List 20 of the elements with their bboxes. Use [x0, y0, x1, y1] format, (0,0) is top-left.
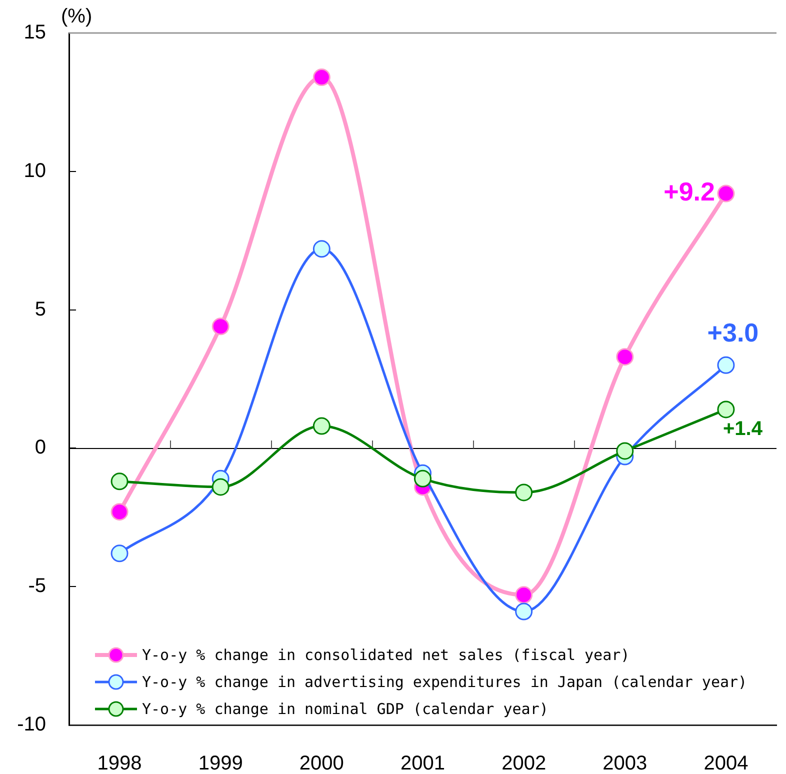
legend-label: Y-o-y % change in advertising expenditures in Japan (calendar year) [142, 672, 748, 691]
y-tick-label: 10 [24, 160, 46, 182]
x-tick-label: 2001 [400, 752, 445, 774]
x-tick-label: 2002 [502, 752, 546, 774]
legend-label: Y-o-y % change in nominal GDP (calendar year) [142, 700, 548, 718]
x-tick-label: 2000 [299, 752, 344, 774]
x-tick-label: 1998 [97, 752, 142, 774]
y-tick-label: 5 [34, 298, 46, 320]
y-axis-title: (%) [61, 6, 92, 28]
y-tick-label: 0 [34, 436, 46, 459]
y-tick-label: -5 [28, 575, 46, 598]
y-tick-label: -10 [17, 714, 46, 736]
data-label: +1.4 [722, 418, 764, 440]
data-label: +3.0 [707, 317, 759, 348]
y-tick-label: 15 [24, 22, 46, 44]
x-tick-label: 1999 [198, 752, 243, 774]
x-tick-label: 2004 [704, 752, 748, 774]
legend-label: Y-o-y % change in consolidated net sales (fiscal year) [142, 646, 630, 664]
data-label: +9.2 [664, 176, 715, 207]
x-tick-label: 2003 [602, 752, 648, 774]
